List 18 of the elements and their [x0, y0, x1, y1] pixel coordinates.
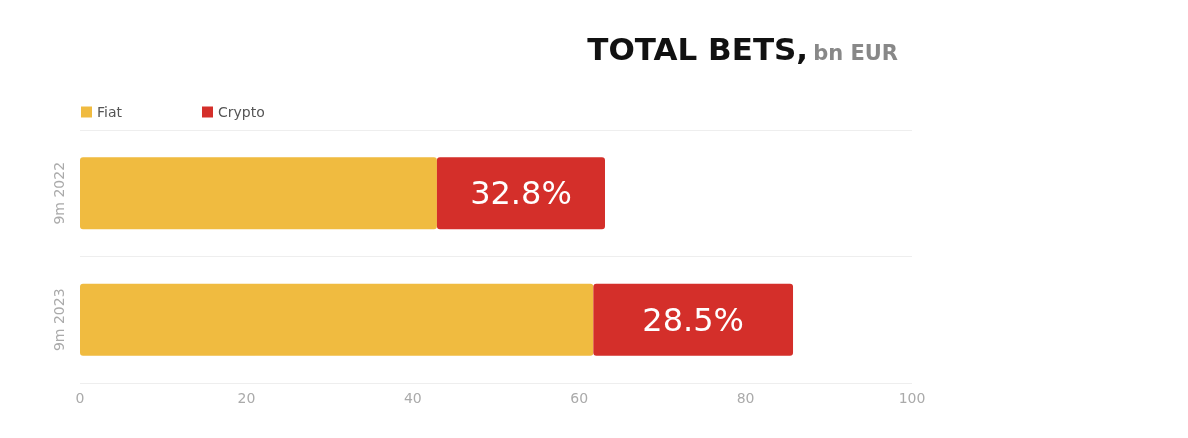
annotation: 28.5% [642, 300, 745, 339]
bar [80, 283, 594, 356]
y-tick-label: 9m 2022 [51, 161, 67, 225]
bar [593, 283, 794, 356]
chart-subtitle: bn EUR [813, 40, 899, 65]
legend-label: Fiat [97, 104, 123, 120]
x-tick-label: 60 [570, 390, 589, 406]
legend-label: Crypto [217, 104, 265, 120]
x-tick-label: 100 [898, 390, 926, 406]
y-tick-label: 9m 2023 [51, 288, 67, 352]
x-tick-label: 0 [75, 390, 85, 406]
x-tick-label: 20 [237, 390, 256, 406]
annotation: 32.8% [470, 174, 572, 213]
chart-title: TOTAL BETS, [587, 30, 809, 67]
bar [80, 157, 437, 230]
bar [436, 157, 605, 230]
x-tick-label: 80 [736, 390, 755, 406]
x-tick-label: 40 [403, 390, 422, 406]
